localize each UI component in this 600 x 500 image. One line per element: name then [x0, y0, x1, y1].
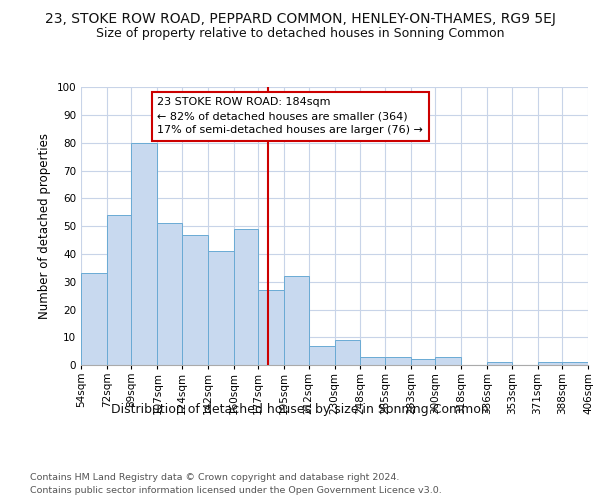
Text: 23, STOKE ROW ROAD, PEPPARD COMMON, HENLEY-ON-THAMES, RG9 5EJ: 23, STOKE ROW ROAD, PEPPARD COMMON, HENL…: [44, 12, 556, 26]
Bar: [233, 229, 258, 365]
Bar: [157, 224, 182, 365]
Bar: [385, 356, 411, 365]
Text: Contains HM Land Registry data © Crown copyright and database right 2024.: Contains HM Land Registry data © Crown c…: [30, 472, 400, 482]
Bar: [538, 362, 562, 365]
Bar: [107, 215, 131, 365]
Bar: [208, 251, 233, 365]
Text: Contains public sector information licensed under the Open Government Licence v3: Contains public sector information licen…: [30, 486, 442, 495]
Bar: [335, 340, 361, 365]
Bar: [487, 362, 512, 365]
Bar: [562, 362, 588, 365]
Bar: [308, 346, 335, 365]
Bar: [131, 143, 157, 365]
Bar: [81, 274, 107, 365]
Bar: [284, 276, 308, 365]
Bar: [258, 290, 284, 365]
Bar: [182, 234, 208, 365]
Text: Size of property relative to detached houses in Sonning Common: Size of property relative to detached ho…: [96, 28, 504, 40]
Text: Distribution of detached houses by size in Sonning Common: Distribution of detached houses by size …: [111, 402, 489, 415]
Text: 23 STOKE ROW ROAD: 184sqm
← 82% of detached houses are smaller (364)
17% of semi: 23 STOKE ROW ROAD: 184sqm ← 82% of detac…: [157, 97, 423, 135]
Y-axis label: Number of detached properties: Number of detached properties: [38, 133, 51, 320]
Bar: [436, 356, 461, 365]
Bar: [411, 360, 436, 365]
Bar: [361, 356, 385, 365]
